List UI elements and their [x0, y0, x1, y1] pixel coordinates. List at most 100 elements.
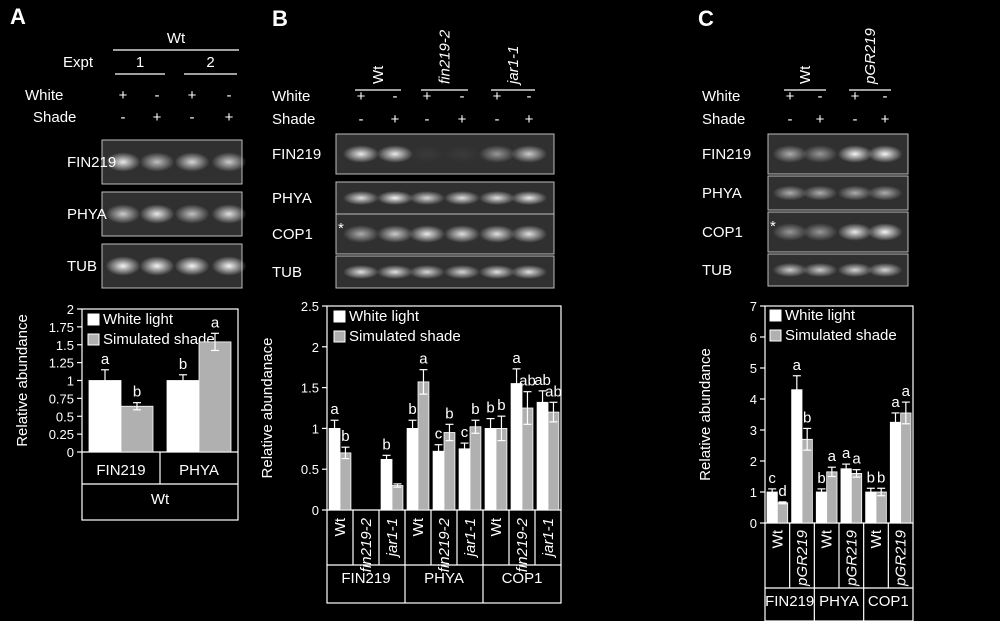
blot-shade-label: Shade: [272, 111, 315, 128]
significance-letter: b: [382, 436, 390, 453]
bar: [875, 491, 887, 524]
blot-band: [837, 185, 873, 201]
x-category-label: jar1-1: [384, 518, 401, 558]
legend-swatch: [87, 313, 100, 326]
blot-shade-sign: -: [788, 111, 793, 128]
x-category-label: FIN219: [96, 462, 145, 479]
blot-band: [211, 256, 247, 276]
significance-letter: b: [471, 401, 479, 418]
significance-letter: b: [803, 409, 811, 426]
y-tick-label: 4: [750, 392, 757, 407]
x-group-label: FIN219: [341, 570, 390, 587]
x-category-label: Wt: [819, 529, 836, 548]
blot-white-sign: +: [786, 88, 795, 105]
blot-row-label: FIN219: [67, 154, 116, 171]
bar: [120, 405, 154, 453]
blot-white-label: White: [702, 88, 740, 105]
blot-band: [772, 185, 808, 201]
blot-shade-sign: +: [391, 111, 400, 128]
blot-white-sign: -: [155, 87, 160, 104]
panel-letter-b: B: [272, 6, 288, 31]
blot-white-sign: +: [119, 87, 128, 104]
bar: [889, 421, 902, 524]
y-tick-label: 2.5: [301, 299, 319, 314]
chart-b: 0 0.5 1 1.5 2 2.5 Relative abundanace White lig…: [259, 299, 562, 604]
blot-shade-sign: -: [495, 111, 500, 128]
blot-band: [837, 223, 873, 241]
blot-row-label: PHYA: [272, 190, 312, 207]
panel-a: A Wt Expt 1 2 White Shade + - + - - + - + FIN219 PHYA TUB…: [10, 4, 247, 521]
blot-band: [867, 185, 903, 201]
y-tick-label: 0.5: [56, 409, 74, 424]
blot-row-label: FIN219: [272, 146, 321, 163]
x-group-label: COP1: [868, 593, 909, 610]
chart-frame: [764, 305, 914, 621]
blot-b: Wt fin219-2 jar1-1 White Shade + - + - + - - + - + - + FI…: [272, 29, 555, 289]
significance-letter: a: [419, 351, 428, 368]
panel-b: B Wt fin219-2 jar1-1 White Shade + - + - + - - + - + - + F…: [259, 6, 562, 604]
x-category-label: PHYA: [179, 462, 219, 479]
blot-white-sign: -: [883, 88, 888, 105]
panel-letter-a: A: [10, 4, 26, 29]
y-axis-label: Relative abundance: [697, 348, 714, 481]
blot-shade-sign: +: [458, 111, 467, 128]
blot-band: [342, 264, 380, 280]
blot-shade-sign: +: [881, 111, 890, 128]
significance-letter: a: [211, 314, 220, 331]
significance-letter: b: [341, 428, 349, 445]
blot-white-sign: -: [460, 88, 465, 105]
significance-letter: ab: [534, 372, 551, 389]
blot-band: [510, 225, 548, 243]
y-tick-label: 1: [750, 485, 757, 500]
chart-c: 0 1 2 3 4 5 6 7 Relative abundance White light Sim…: [697, 299, 914, 621]
significance-letter: a: [842, 445, 851, 462]
bar: [776, 502, 789, 524]
blot-band: [376, 225, 414, 243]
bar: [443, 432, 456, 511]
x-category-label: Wt: [868, 529, 885, 548]
blot-star-marker: *: [338, 220, 344, 237]
bar: [417, 381, 430, 511]
significance-letter: c: [461, 424, 469, 441]
x-category-label: Wt: [488, 517, 505, 536]
blot-row-label: TUB: [702, 262, 732, 279]
y-tick-label: 3: [750, 423, 757, 438]
blot-band: [174, 152, 210, 172]
x-category-label: Wt: [332, 517, 349, 536]
blot-band: [408, 225, 446, 243]
y-tick-label: 1.75: [49, 320, 74, 335]
legend-label: White light: [349, 308, 420, 325]
blot-white-sign: +: [851, 88, 860, 105]
y-tick-label: 2: [312, 340, 319, 355]
blot-band: [139, 152, 175, 172]
blot-band: [139, 256, 175, 276]
significance-letter: b: [408, 401, 416, 418]
blot-row-label: TUB: [272, 264, 302, 281]
blot-band: [510, 190, 548, 206]
legend-swatch: [769, 309, 782, 322]
x-category-label: jar1-1: [540, 518, 557, 558]
blot-row-label: TUB: [67, 258, 97, 275]
significance-letter: a: [828, 448, 837, 465]
blot-genotype-label: jar1-1: [505, 46, 522, 86]
y-tick-label: 2: [750, 454, 757, 469]
bar: [432, 450, 445, 511]
x-group-label: FIN219: [765, 593, 814, 610]
blot-band: [443, 145, 481, 163]
bar: [339, 452, 352, 511]
x-category-label: fin219-2: [436, 517, 453, 572]
blot-band: [408, 264, 446, 280]
bar: [166, 380, 200, 453]
x-category-label: pGR219: [843, 529, 860, 587]
blot-c: Wt pGR219 White Shade + - + - - + - + FIN219 PHYA COP1…: [702, 27, 909, 287]
x-category-label: jar1-1: [462, 518, 479, 558]
blot-band: [174, 256, 210, 276]
significance-letter: d: [778, 483, 786, 500]
significance-letter: a: [891, 394, 900, 411]
blot-shade-sign: -: [359, 111, 364, 128]
legend-swatch: [333, 330, 346, 343]
blot-band: [772, 223, 808, 241]
significance-letter: ab: [545, 383, 562, 400]
blot-band: [478, 190, 516, 206]
blot-band: [802, 223, 838, 241]
